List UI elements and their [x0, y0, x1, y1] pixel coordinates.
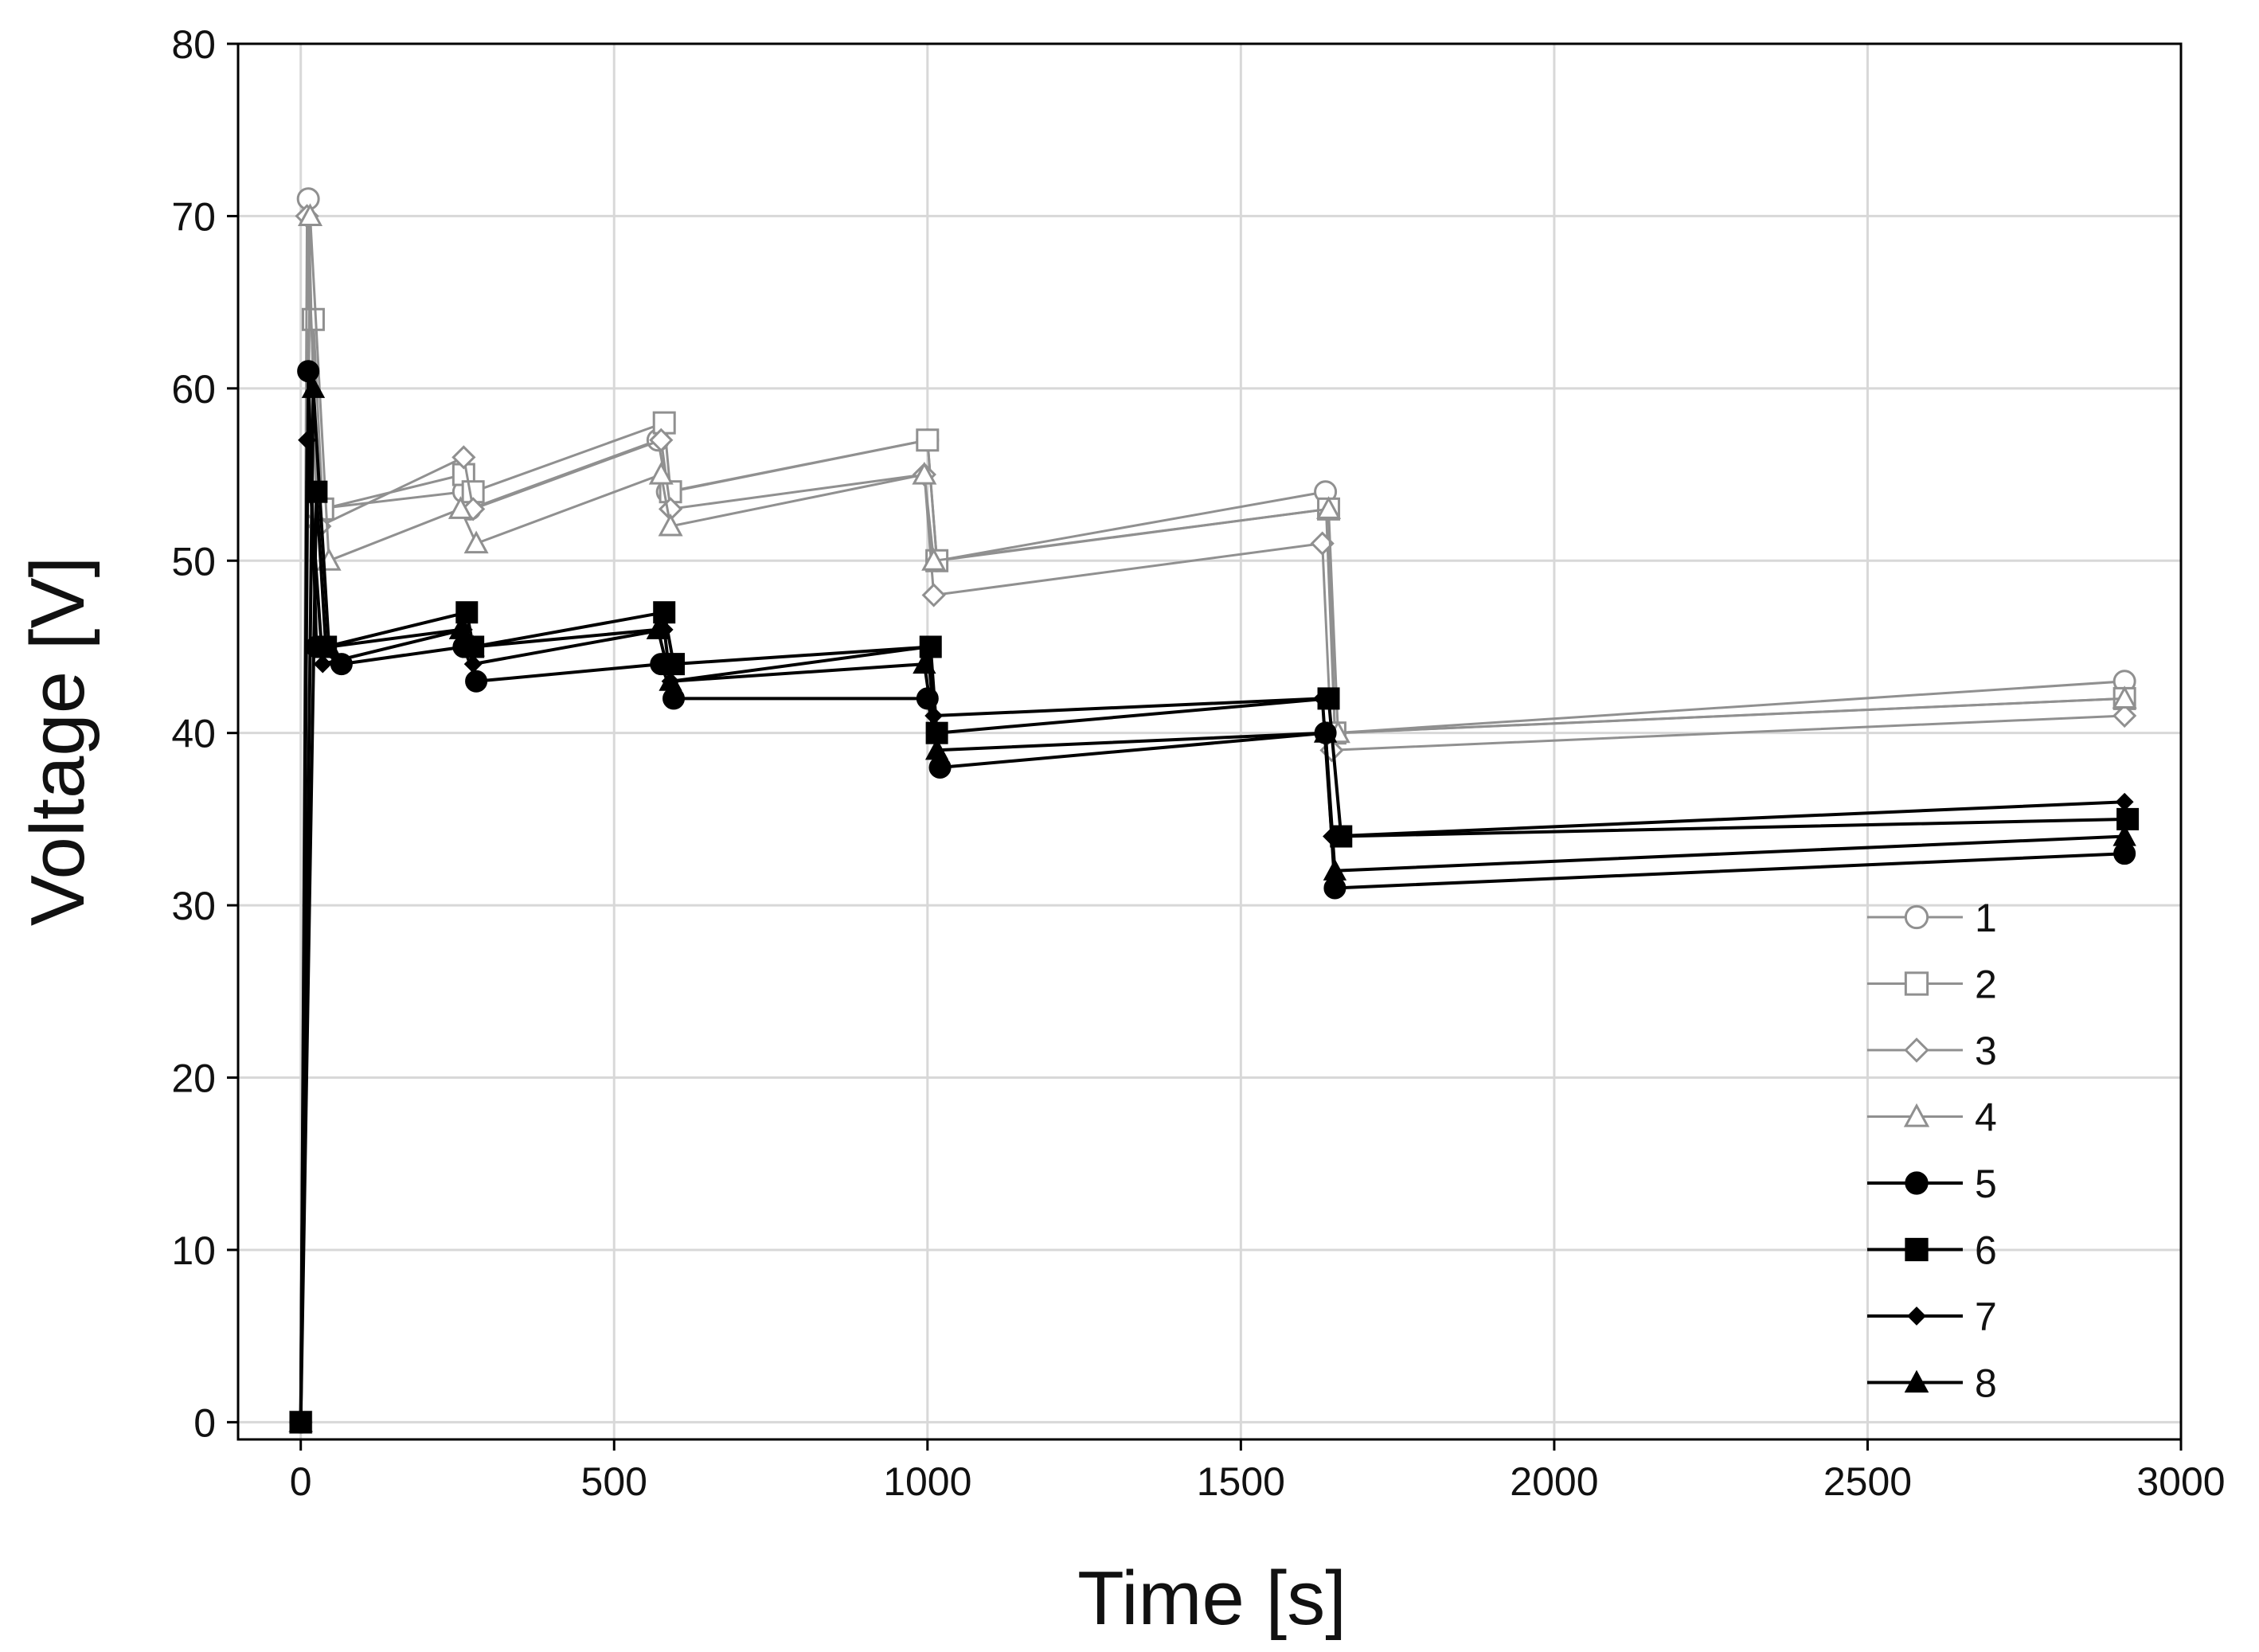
- legend-marker: [1907, 1306, 1926, 1326]
- y-tick-label: 10: [171, 1228, 216, 1273]
- legend-label: 5: [1975, 1162, 1997, 1206]
- legend-marker: [1905, 1237, 1929, 1262]
- data-point: [912, 461, 937, 485]
- x-axis-title: Time [s]: [1077, 1556, 1346, 1641]
- data-point: [918, 638, 937, 656]
- data-point: [461, 635, 485, 657]
- series-4-line: [299, 214, 2125, 1423]
- legend-entry-2: 2: [1867, 963, 1997, 1007]
- legend-entry-1: 1: [1867, 896, 1997, 940]
- data-point: [1316, 496, 1342, 519]
- y-tick-label: 50: [171, 539, 216, 584]
- legend-marker: [1904, 1369, 1929, 1393]
- data-point: [1313, 721, 1338, 743]
- series-7-line: [299, 438, 2125, 1423]
- data-point: [463, 530, 489, 554]
- data-point: [921, 548, 947, 571]
- x-tick-label: 1000: [883, 1459, 971, 1504]
- legend-entry-8: 8: [1867, 1361, 1997, 1406]
- legend-entry-4: 4: [1867, 1095, 1997, 1140]
- series-group: [288, 187, 2140, 1435]
- legend-entry-5: 5: [1867, 1162, 1997, 1206]
- legend-entry-3: 3: [1867, 1029, 1997, 1073]
- legend-label: 2: [1975, 963, 1997, 1007]
- legend-marker: [1904, 971, 1929, 996]
- data-point: [2115, 792, 2134, 811]
- legend-label: 3: [1975, 1029, 1997, 1073]
- data-point: [289, 1410, 313, 1432]
- data-point: [317, 635, 341, 657]
- data-point: [928, 756, 952, 779]
- legend-marker: [1905, 1171, 1929, 1195]
- x-tick-label: 2500: [1823, 1459, 1912, 1504]
- legend: 1 2 3 4 5 6 7 8: [1867, 896, 1997, 1406]
- data-point: [648, 461, 674, 485]
- legend-label: 8: [1975, 1361, 1997, 1406]
- x-tick-label: 3000: [2136, 1459, 2225, 1504]
- data-point: [652, 411, 676, 435]
- legend-label: 7: [1975, 1295, 1997, 1339]
- y-tick-label: 20: [171, 1056, 216, 1101]
- data-point: [1323, 858, 1347, 881]
- legend-entry-7: 7: [1867, 1295, 1997, 1339]
- x-tick-label: 0: [290, 1459, 312, 1504]
- data-point: [924, 738, 949, 760]
- data-point: [649, 428, 674, 452]
- data-point: [297, 360, 320, 383]
- y-tick-label: 70: [171, 194, 216, 239]
- data-point: [465, 670, 488, 693]
- data-point: [658, 513, 683, 537]
- data-point: [2112, 703, 2137, 728]
- data-point: [2116, 807, 2140, 830]
- data-point: [646, 617, 670, 639]
- data-point: [313, 654, 332, 674]
- series-8-line: [299, 386, 2125, 1423]
- data-point: [1313, 689, 1332, 708]
- y-axis-title: Voltage [V]: [15, 557, 100, 926]
- series-8: [289, 376, 2136, 1432]
- data-point: [2113, 842, 2136, 865]
- legend-marker: [1904, 1037, 1929, 1063]
- y-tick-label: 80: [171, 22, 216, 67]
- data-point: [298, 203, 323, 226]
- data-point: [451, 445, 476, 470]
- data-point: [463, 654, 483, 674]
- legend-label: 1: [1975, 896, 1997, 940]
- data-point: [1323, 877, 1346, 900]
- axis-ticks: 0 500 1000 1500 2000 2500 3000 0 10 20 30 40 50 60 70 8…: [171, 22, 2225, 1504]
- x-tick-label: 2000: [1510, 1459, 1598, 1504]
- data-point: [916, 428, 940, 452]
- data-point: [448, 617, 473, 639]
- legend-entry-6: 6: [1867, 1228, 1997, 1273]
- data-point: [913, 652, 936, 674]
- data-point: [659, 669, 682, 691]
- y-tick-label: 30: [171, 884, 216, 928]
- y-tick-label: 40: [171, 712, 216, 756]
- data-point: [448, 496, 473, 519]
- legend-label: 6: [1975, 1228, 1997, 1273]
- legend-label: 4: [1975, 1095, 1997, 1140]
- data-point: [2112, 824, 2136, 846]
- y-tick-label: 0: [193, 1400, 216, 1445]
- y-tick-label: 60: [171, 367, 216, 412]
- data-point: [2112, 685, 2137, 709]
- data-point: [301, 376, 326, 398]
- data-point: [662, 687, 686, 710]
- legend-marker: [1903, 1103, 1930, 1127]
- legend-marker: [1904, 904, 1929, 930]
- data-point: [921, 583, 946, 607]
- x-tick-label: 500: [581, 1459, 647, 1504]
- x-tick-label: 1500: [1197, 1459, 1285, 1504]
- plot-area-frame: [236, 42, 2183, 1441]
